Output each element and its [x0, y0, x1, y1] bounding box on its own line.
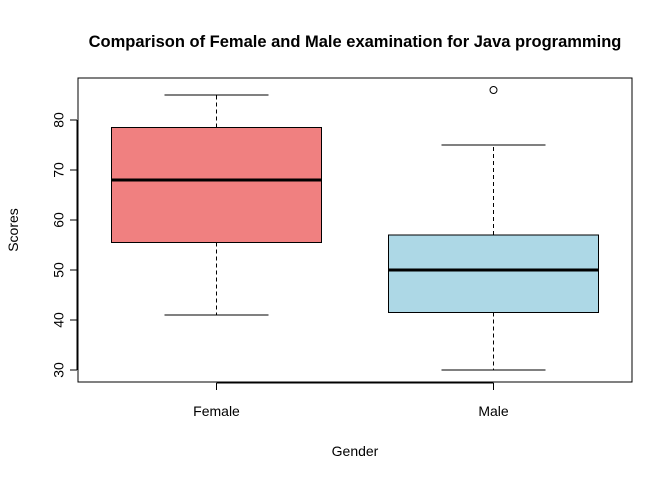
y-tick-label: 40 [51, 312, 67, 328]
x-tick-label: Male [478, 403, 509, 419]
plot-border [77, 77, 633, 383]
y-tick-label: 70 [51, 162, 67, 178]
x-axis-label: Gender [332, 443, 379, 459]
y-tick-label: 60 [51, 212, 67, 228]
x-tick-label: Female [193, 403, 240, 419]
male-outlier-point [489, 86, 498, 94]
y-tick-label: 30 [51, 362, 67, 378]
y-tick-label: 50 [51, 262, 67, 278]
male-box [388, 234, 599, 313]
plot-area: 30 40 50 60 70 80 Female Male [51, 77, 633, 419]
y-tick-label: 80 [51, 112, 67, 128]
female-box [111, 127, 322, 243]
chart-title: Comparison of Female and Male examinatio… [89, 33, 622, 51]
y-axis-label: Scores [5, 208, 21, 252]
